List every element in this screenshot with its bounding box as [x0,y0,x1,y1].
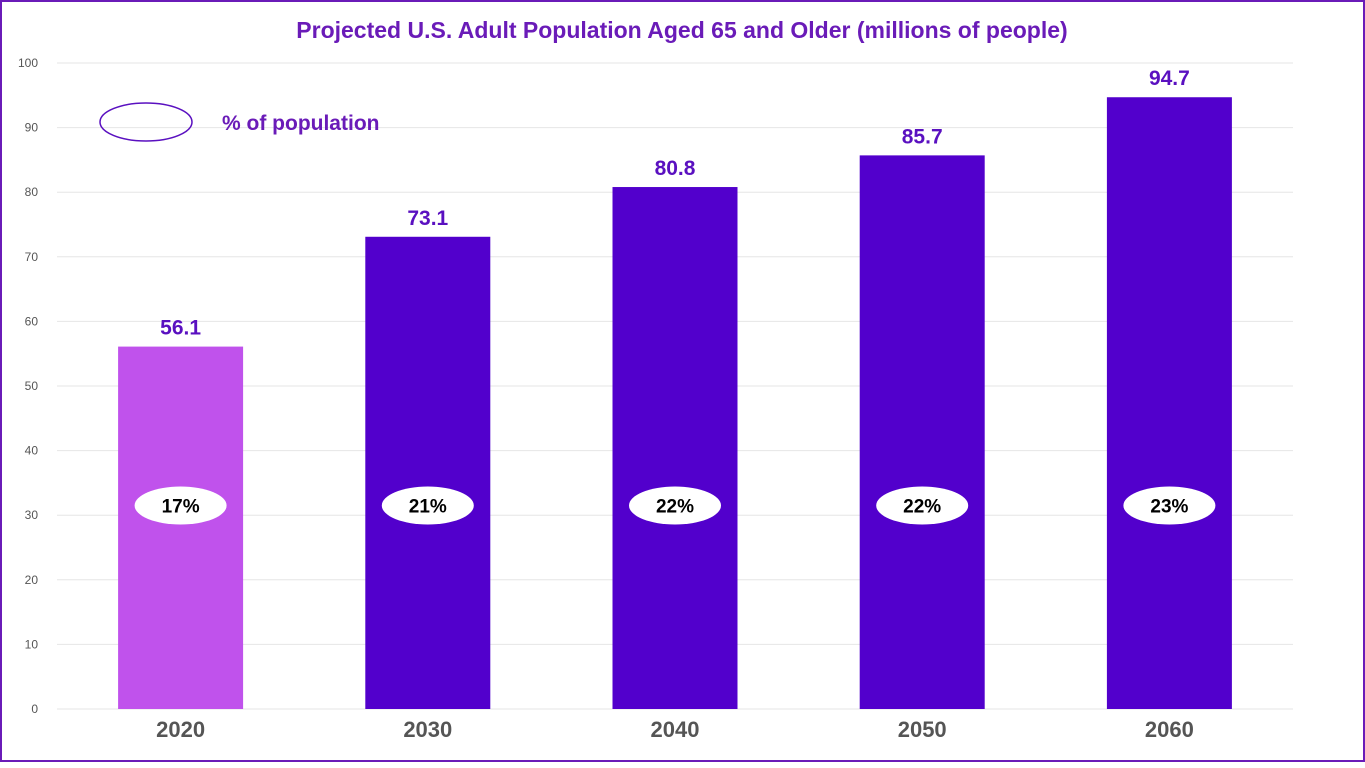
bar-2020 [118,346,244,709]
legend-marker-ellipse [99,102,193,142]
bars: 56.1 17% 2020 73.1 21% 2030 80.8 22% 2040 85.7 22%… [118,67,1232,742]
y-tick-label: 70 [25,250,39,264]
category-label-2030: 2030 [403,717,452,742]
value-label-2050: 85.7 [902,125,943,148]
percent-label-2030: 21% [409,497,447,518]
percent-label-2020: 17% [162,497,200,518]
bar-2060 [1106,97,1232,710]
percent-pill-2050 [876,486,969,525]
percent-pill-2060 [1123,486,1216,525]
y-tick-label: 50 [25,379,39,393]
y-tick-label: 20 [25,573,39,587]
percent-pill-2020 [134,486,227,525]
legend-label: % of population [222,112,379,135]
value-label-2020: 56.1 [160,317,201,340]
bar-2040 [612,187,738,710]
y-tick-label: 60 [25,314,39,328]
bar-2030 [365,236,491,710]
y-axis-ticks: 0 10 20 30 40 50 60 70 80 90 100 [18,56,38,716]
y-tick-label: 90 [25,121,39,135]
percent-label-2040: 22% [656,497,694,518]
legend: % of population [99,102,379,142]
category-label-2060: 2060 [1145,717,1194,742]
y-tick-label: 30 [25,508,39,522]
category-label-2020: 2020 [156,717,205,742]
category-label-2040: 2040 [651,717,700,742]
value-label-2040: 80.8 [655,157,696,180]
percent-pill-2040 [629,486,721,525]
percent-label-2060: 23% [1150,497,1188,518]
value-label-2060: 94.7 [1149,67,1190,90]
category-label-2050: 2050 [898,717,947,742]
chart-title: Projected U.S. Adult Population Aged 65 … [296,17,1067,43]
y-tick-label: 40 [25,444,39,458]
y-tick-label: 10 [25,637,39,651]
value-label-2030: 73.1 [407,207,448,230]
percent-pill-2030 [381,486,474,525]
percent-label-2050: 22% [903,497,941,518]
bar-2050 [859,155,985,710]
y-tick-label: 0 [31,702,38,716]
y-tick-label: 80 [25,185,39,199]
y-tick-label: 100 [18,56,38,70]
